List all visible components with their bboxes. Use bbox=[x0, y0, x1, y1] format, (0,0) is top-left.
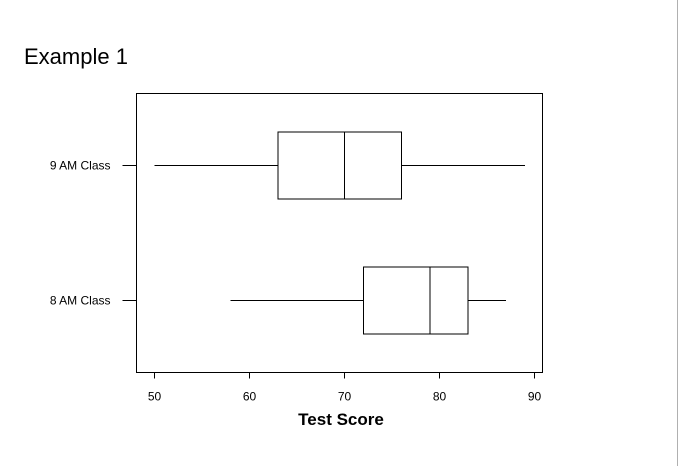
plot-frame bbox=[136, 93, 543, 373]
y-tick-label: 8 AM Class bbox=[50, 294, 111, 308]
x-tick-label: 80 bbox=[433, 390, 447, 404]
box-iqr bbox=[277, 131, 402, 200]
box-iqr bbox=[363, 266, 469, 335]
x-tick-label: 60 bbox=[243, 390, 257, 404]
x-tick-label: 70 bbox=[338, 390, 352, 404]
y-tick-label: 9 AM Class bbox=[50, 159, 111, 173]
x-tick-label: 90 bbox=[528, 390, 542, 404]
slide-title: Example 1 bbox=[24, 44, 128, 69]
slide-edge bbox=[677, 0, 678, 466]
x-axis-label: Test Score bbox=[298, 410, 384, 429]
x-tick-label: 50 bbox=[148, 390, 162, 404]
